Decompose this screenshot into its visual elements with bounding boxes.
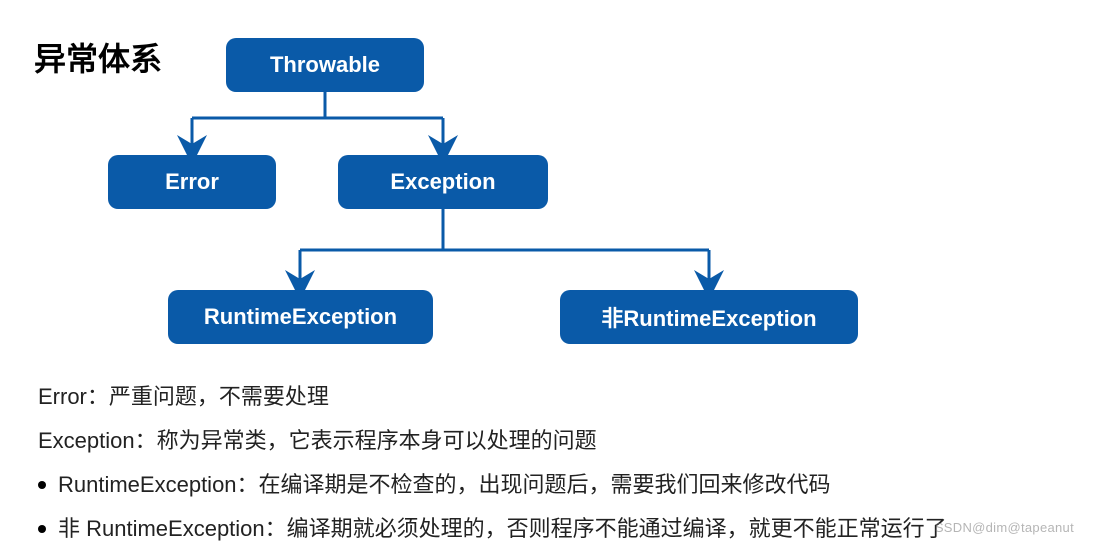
- desc-exception: Exception：称为异常类，它表示程序本身可以处理的问题: [38, 426, 597, 457]
- node-throwable: Throwable: [226, 38, 424, 92]
- node-error: Error: [108, 155, 276, 209]
- bullet-dot-icon: [38, 525, 46, 533]
- bullet-dot-icon: [38, 481, 46, 489]
- node-exception: Exception: [338, 155, 548, 209]
- desc-error: Error：严重问题，不需要处理: [38, 382, 329, 413]
- bullet-text: 非 RuntimeException：编译期就必须处理的，否则程序不能通过编译，…: [58, 516, 947, 541]
- node-non-runtime-exception: 非RuntimeException: [560, 290, 858, 344]
- node-label: Throwable: [270, 52, 380, 78]
- page-title: 异常体系: [34, 34, 162, 80]
- bullet-non-runtime: 非 RuntimeException：编译期就必须处理的，否则程序不能通过编译，…: [38, 514, 947, 545]
- node-label: 非RuntimeException: [601, 301, 816, 333]
- node-label: Error: [165, 169, 219, 195]
- page-root: { "title": "异常体系", "diagram": { "type": …: [0, 0, 1096, 549]
- node-label: Exception: [390, 169, 495, 195]
- node-runtime-exception: RuntimeException: [168, 290, 433, 344]
- bullet-text: RuntimeException：在编译期是不检查的，出现问题后，需要我们回来修…: [58, 472, 831, 497]
- watermark-text: SSDN@dim@tapeanut: [935, 520, 1074, 535]
- node-label: RuntimeException: [204, 304, 397, 330]
- bullet-runtime: RuntimeException：在编译期是不检查的，出现问题后，需要我们回来修…: [38, 470, 831, 501]
